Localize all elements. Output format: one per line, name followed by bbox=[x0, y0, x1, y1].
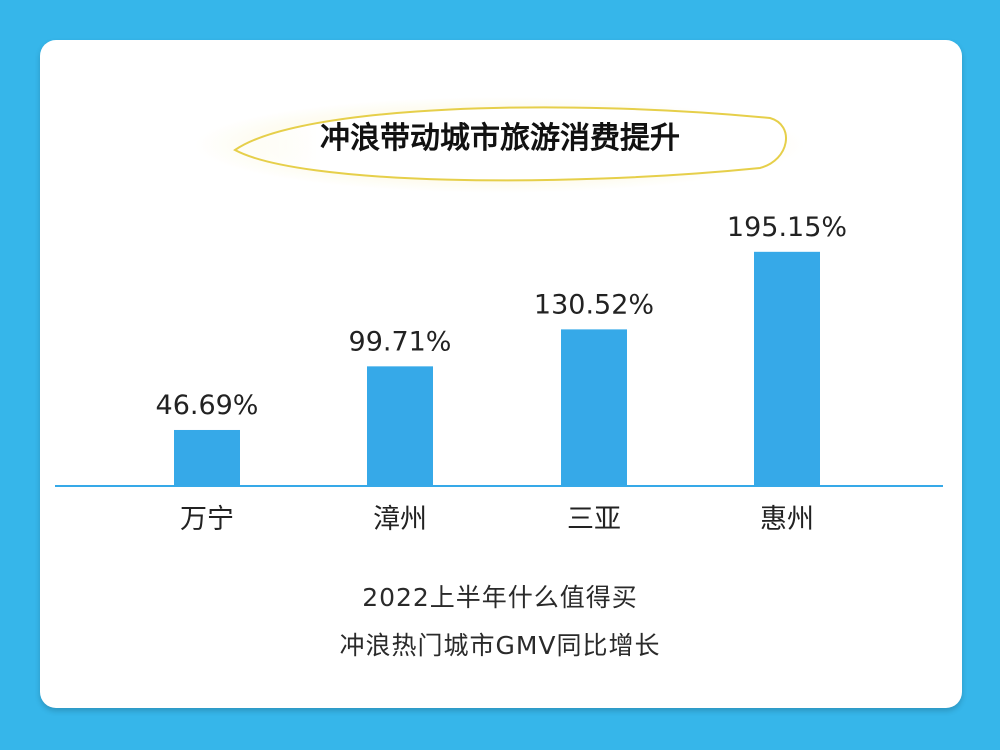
category-label-4: 惠州 bbox=[760, 504, 814, 535]
bars-layer: 46.69% 万宁 99.71% 漳州 130.52% 三亚 195.15% 惠州 bbox=[156, 212, 848, 535]
chart-title: 冲浪带动城市旅游消费提升 bbox=[320, 121, 680, 156]
caption-line-2: 冲浪热门城市GMV同比增长 bbox=[339, 631, 661, 660]
category-label-1: 万宁 bbox=[180, 504, 234, 535]
value-label-4: 195.15% bbox=[727, 212, 847, 243]
bar-3 bbox=[561, 329, 627, 486]
category-label-2: 漳州 bbox=[373, 504, 427, 535]
bar-2 bbox=[367, 366, 433, 486]
value-label-1: 46.69% bbox=[156, 390, 259, 421]
bar-1 bbox=[174, 429, 240, 486]
value-label-3: 130.52% bbox=[534, 289, 654, 320]
title-banner-stroke bbox=[233, 106, 787, 182]
category-label-3: 三亚 bbox=[567, 504, 621, 535]
bar-4 bbox=[754, 251, 820, 486]
caption-line-1: 2022上半年什么值得买 bbox=[362, 583, 638, 612]
value-label-2: 99.71% bbox=[349, 326, 452, 357]
title-banner: 冲浪带动城市旅游消费提升 bbox=[195, 97, 805, 193]
